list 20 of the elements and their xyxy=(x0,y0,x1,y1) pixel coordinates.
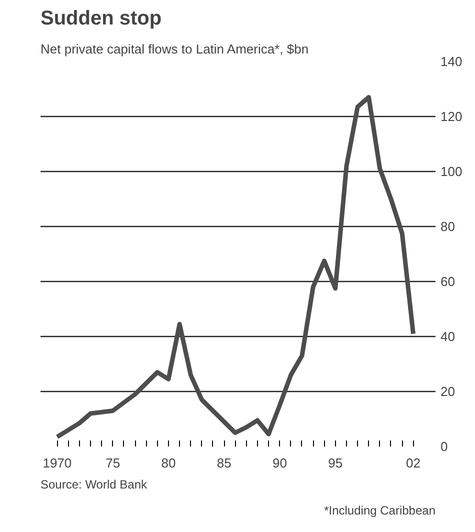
y-tick-label: 60 xyxy=(440,274,455,289)
x-tick-label: 80 xyxy=(161,456,176,470)
text: *Including Caribbean xyxy=(324,504,436,518)
chart-title: Sudden stop xyxy=(40,8,162,30)
y-tick-label: 20 xyxy=(440,384,455,399)
x-tick-label: 90 xyxy=(272,456,287,470)
y-tick-label: 120 xyxy=(440,109,462,124)
x-tick-label: 95 xyxy=(328,456,343,470)
y-tick-label: 0 xyxy=(440,439,448,454)
x-tick-label: 85 xyxy=(216,456,232,470)
x-tick-label: 1970 xyxy=(42,456,72,470)
x-tick-label: 02 xyxy=(406,456,420,470)
y-tick-label: 140 xyxy=(440,54,462,69)
y-tick-label: 80 xyxy=(440,219,455,234)
line-series xyxy=(54,95,416,440)
chart-subtitle: Net private capital flows to Latin America*, $bn xyxy=(40,42,309,56)
x-tick-label: 75 xyxy=(106,456,120,470)
y-tick-label: 100 xyxy=(440,164,462,179)
y-tick-label: 40 xyxy=(440,329,455,344)
source-note: Source: World Bank xyxy=(40,478,148,492)
